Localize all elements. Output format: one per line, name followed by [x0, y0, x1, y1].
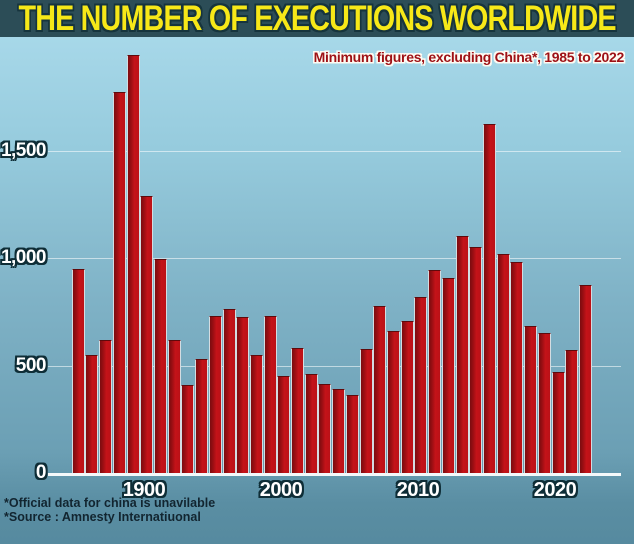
- bar-1995: [209, 316, 222, 473]
- title-banner: THE NUMBER OF EXECUTIONS WORLDWIDE: [0, 0, 634, 37]
- bar-1985: [72, 269, 85, 473]
- bar-2001: [291, 348, 304, 473]
- y-tick-label-0: 0: [35, 462, 47, 483]
- bar-1991: [154, 259, 167, 473]
- y-tick-label-1000: 1,000: [0, 247, 47, 268]
- bar-2014: [469, 247, 482, 473]
- bar-2009: [401, 321, 414, 473]
- gridline-1500: [48, 151, 621, 152]
- y-tick-label-500: 500: [15, 355, 47, 376]
- bar-2003: [318, 384, 331, 473]
- bar-1998: [250, 355, 263, 473]
- bar-2015: [483, 124, 496, 473]
- gridline-500: [48, 366, 621, 367]
- bar-1989: [127, 55, 140, 473]
- bar-1986: [85, 355, 98, 473]
- x-axis-line: [48, 473, 621, 476]
- chart-title: THE NUMBER OF EXECUTIONS WORLDWIDE: [18, 0, 616, 37]
- bar-2011: [428, 270, 441, 473]
- bar-1987: [99, 340, 112, 473]
- bar-2018: [524, 326, 537, 473]
- bar-1996: [223, 309, 236, 473]
- bar-1993: [181, 385, 194, 473]
- bar-1992: [168, 340, 181, 473]
- bar-2006: [360, 349, 373, 473]
- x-tick-label-2010: 2010: [396, 479, 440, 501]
- bar-2000: [277, 376, 290, 473]
- bar-2008: [387, 331, 400, 473]
- x-tick-label-2020: 2020: [533, 479, 577, 501]
- bar-2016: [497, 254, 510, 473]
- bar-1997: [236, 317, 249, 473]
- bar-2012: [442, 278, 455, 473]
- bar-1994: [195, 359, 208, 473]
- bar-2004: [332, 389, 345, 473]
- bar-1999: [264, 316, 277, 473]
- x-tick-label-2000: 2000: [259, 479, 303, 501]
- chart-subtitle: Minimum figures, excluding China*, 1985 …: [313, 49, 625, 65]
- bar-2002: [305, 374, 318, 473]
- bar-2005: [346, 395, 359, 473]
- bar-2007: [373, 306, 386, 473]
- footnote-source: *Source : Amnesty Internatiuonal: [4, 510, 201, 524]
- bar-2013: [456, 236, 469, 473]
- chart-area: Minimum figures, excluding China*, 1985 …: [0, 37, 634, 544]
- bar-2021: [565, 350, 578, 473]
- bar-1988: [113, 92, 126, 473]
- footnotes: *Official data for china is unavilable *…: [4, 496, 215, 524]
- bar-2019: [538, 333, 551, 473]
- bar-2010: [414, 297, 427, 473]
- bar-2022: [579, 285, 592, 473]
- y-tick-label-1500: 1,500: [0, 140, 47, 161]
- gridline-1000: [48, 258, 621, 259]
- x-tick-label-1990: 1900: [122, 479, 166, 501]
- bar-2020: [552, 372, 565, 473]
- bar-1990: [140, 196, 153, 473]
- bar-2017: [510, 262, 523, 473]
- footnote-china: *Official data for china is unavilable: [4, 496, 216, 510]
